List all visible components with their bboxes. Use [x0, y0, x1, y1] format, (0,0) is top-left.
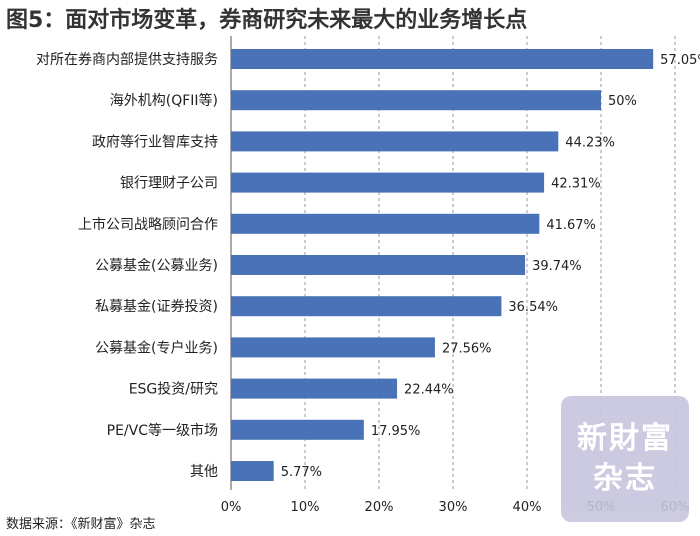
- chart-title: 图5：面对市场变革，券商研究未来最大的业务增长点: [6, 8, 528, 33]
- category-label: 公募基金(专户业务): [95, 339, 218, 356]
- bar: [231, 337, 435, 358]
- category-label: 上市公司战略顾问合作: [78, 216, 218, 233]
- source-note: 数据来源：《新财富》杂志: [6, 517, 156, 532]
- value-label: 50%: [608, 94, 637, 109]
- value-label: 36.54%: [508, 300, 558, 315]
- value-label: 41.67%: [546, 218, 596, 233]
- x-tick-label: 20%: [365, 500, 394, 515]
- category-label: 海外机构(QFII等): [110, 92, 218, 109]
- value-label: 17.95%: [371, 424, 421, 439]
- watermark-logo: 新財富 杂志: [561, 396, 689, 522]
- bar: [231, 213, 540, 234]
- category-label: PE/VC等一级市场: [107, 422, 218, 439]
- category-label: ESG投资/研究: [129, 382, 218, 398]
- bar: [231, 296, 502, 317]
- bar: [231, 131, 559, 152]
- x-tick-label: 30%: [439, 500, 468, 515]
- value-label: 42.31%: [551, 177, 601, 192]
- category-label: 银行理财子公司: [120, 176, 218, 192]
- value-label: 5.77%: [281, 465, 322, 480]
- category-label: 私募基金(证券投资): [95, 298, 218, 315]
- category-label: 公募基金(公募业务): [95, 257, 218, 274]
- category-label: 其他: [190, 464, 218, 480]
- value-label: 27.56%: [442, 341, 492, 356]
- x-tick-label: 40%: [513, 500, 542, 515]
- bar: [231, 461, 274, 481]
- value-label: 39.74%: [532, 259, 582, 274]
- value-label: 44.23%: [565, 135, 615, 150]
- bar: [231, 172, 545, 193]
- bar: [231, 49, 654, 69]
- category-label: 对所在券商内部提供支持服务: [36, 52, 218, 68]
- category-label: 政府等行业智库支持: [92, 133, 218, 150]
- bar: [231, 378, 398, 399]
- x-tick-label: 0%: [221, 500, 242, 515]
- bar: [231, 90, 601, 111]
- bar: [231, 419, 364, 440]
- bar: [231, 255, 526, 275]
- value-label: 57.05%: [660, 53, 700, 68]
- watermark-line-2: 杂志: [593, 461, 657, 496]
- value-label: 22.44%: [404, 383, 454, 398]
- watermark-line-1: 新財富: [577, 421, 673, 456]
- x-tick-label: 10%: [291, 500, 320, 515]
